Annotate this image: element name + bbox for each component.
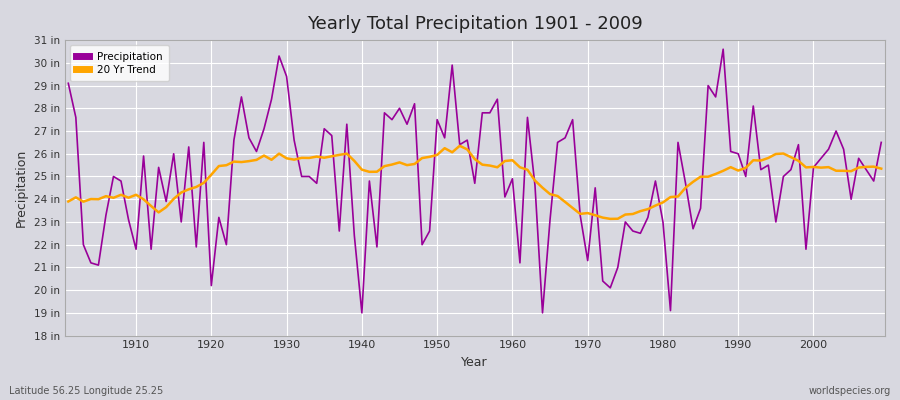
Line: Precipitation: Precipitation	[68, 49, 881, 313]
Text: worldspecies.org: worldspecies.org	[809, 386, 891, 396]
20 Yr Trend	[605, 216, 616, 221]
Precipitation	[356, 310, 367, 315]
20 Yr Trend	[515, 165, 526, 170]
20 Yr Trend	[454, 143, 465, 148]
Precipitation	[289, 138, 300, 142]
20 Yr Trend	[876, 166, 886, 171]
20 Yr Trend	[612, 216, 623, 221]
Precipitation	[334, 229, 345, 234]
Precipitation	[515, 260, 526, 265]
Line: 20 Yr Trend: 20 Yr Trend	[68, 146, 881, 219]
Precipitation	[876, 140, 886, 145]
20 Yr Trend	[123, 195, 134, 200]
Precipitation	[718, 47, 729, 52]
Precipitation	[605, 286, 616, 290]
20 Yr Trend	[289, 157, 300, 162]
Title: Yearly Total Precipitation 1901 - 2009: Yearly Total Precipitation 1901 - 2009	[307, 15, 643, 33]
20 Yr Trend	[63, 199, 74, 204]
20 Yr Trend	[334, 152, 345, 157]
Y-axis label: Precipitation: Precipitation	[15, 149, 28, 227]
Precipitation	[63, 81, 74, 86]
20 Yr Trend	[507, 158, 517, 163]
Precipitation	[123, 217, 134, 222]
Text: Latitude 56.25 Longitude 25.25: Latitude 56.25 Longitude 25.25	[9, 386, 163, 396]
Legend: Precipitation, 20 Yr Trend: Precipitation, 20 Yr Trend	[70, 45, 168, 81]
Precipitation	[507, 176, 517, 181]
X-axis label: Year: Year	[462, 356, 488, 369]
